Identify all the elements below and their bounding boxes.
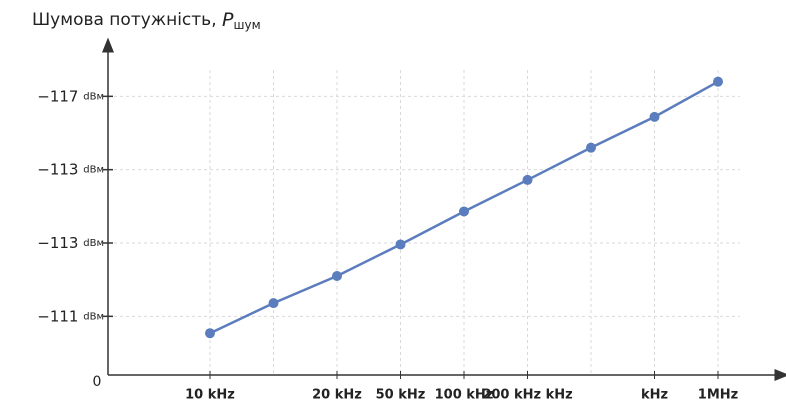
point <box>649 111 660 122</box>
point <box>332 271 342 281</box>
point <box>713 76 723 87</box>
y-tick-label: −111 dBм <box>37 307 104 325</box>
y-tick-number: −111 <box>37 307 83 325</box>
x-tick-label: 50 kHz <box>376 388 426 403</box>
y-tick-label: −113 dBм <box>37 234 104 252</box>
x-tick-label: 10 kHz <box>185 388 235 403</box>
title-text: Шумова потужність, <box>32 10 222 30</box>
title-subscript: шум <box>233 18 260 32</box>
point <box>586 142 596 153</box>
x-tick-label: kHz <box>641 388 668 403</box>
y-tick-unit: dBм <box>83 91 104 102</box>
x-tick-label: 100 kHz <box>435 388 494 403</box>
x-tick-label: 200 kHz kHz <box>482 388 572 403</box>
x-tick-label: 1MHz <box>698 388 738 403</box>
y-tick-unit: dBм <box>83 165 104 176</box>
point <box>522 174 533 185</box>
x-tick-label: 20 kHz <box>312 388 362 403</box>
chart-title: Шумова потужність, Pшум <box>32 9 261 32</box>
y-tick-unit: dBм <box>83 238 104 249</box>
point <box>459 206 469 217</box>
y-tick-label: −117 dBм <box>37 87 104 105</box>
point <box>268 298 279 309</box>
point <box>205 328 215 339</box>
y-tick-number: −117 <box>37 87 83 105</box>
origin-label: 0 <box>93 374 102 390</box>
title-symbol: P <box>222 9 234 31</box>
y-tick-number: −113 <box>37 160 83 178</box>
y-tick-unit: dBм <box>83 311 104 322</box>
y-tick-number: −113 <box>37 234 83 252</box>
y-tick-label: −113 dBм <box>37 160 104 178</box>
point <box>395 239 406 250</box>
